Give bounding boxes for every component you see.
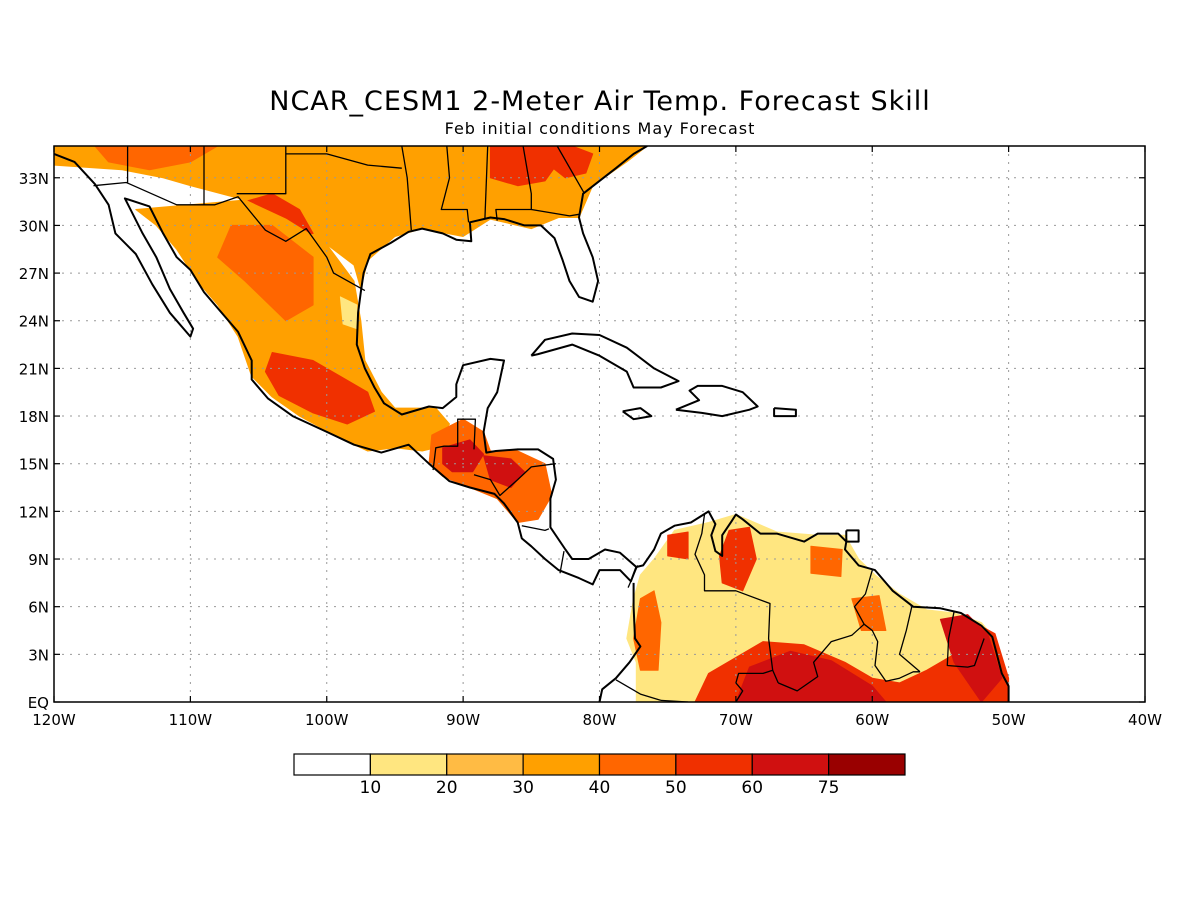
y-tick-label: 21N [19,360,49,378]
colorbar-swatch [598,753,677,776]
border-us-mexico [93,181,366,292]
x-tick-label: 100W [305,711,349,729]
skill-region-guyana-core [851,595,887,631]
colorbar-label: 30 [512,778,534,798]
coastline-south-america [636,510,1010,702]
colorbar-label: 50 [665,778,687,798]
colorbar-label: 40 [589,778,611,798]
skill-region-east-venezuela-core [810,545,843,577]
border-costa-rica-panama [559,550,565,574]
border-venezuela-guyana [853,569,873,625]
coastline-puerto-rico [773,407,797,418]
x-tick-label: 60W [855,711,889,729]
border-colombia-ecuador [615,679,662,702]
coastline-hispaniola [675,384,759,418]
skill-region-amazon-yellow [858,638,914,671]
skill-region-usa-west-core [94,146,219,171]
border-honduras-nicaragua [473,463,556,497]
y-tick-label: 30N [19,217,49,235]
skill-region-venezuela-core [719,526,757,592]
border-panama-colombia [627,565,639,588]
x-tick-label: 40W [1128,711,1162,729]
y-tick-label: 33N [19,170,49,188]
border-la-ms [440,146,470,223]
skill-region-colombia-orange [633,590,662,671]
skill-region-mexico-north-core [217,224,314,322]
colorbar-label: 20 [436,778,458,798]
colorbar-swatch [369,753,448,776]
colorbar-swatch [751,753,830,776]
border-venezuela-brazil [777,623,865,692]
x-tick-label: 120W [32,711,76,729]
skill-region-amazon-core [735,650,887,702]
colorbar-swatch [522,753,601,776]
colorbar-swatch [828,753,906,776]
y-tick-label: 9N [28,551,49,569]
coastline-jamaica [622,407,653,421]
skill-region-maracaibo-core [667,531,689,560]
border-guatemala-mexico [432,418,477,471]
chart-subtitle: Feb initial conditions May Forecast [444,119,756,138]
border-ga-fl [531,208,580,217]
y-tick-label: 3N [28,646,49,664]
border-guyana-brazil [863,623,920,682]
y-tick-label: 12N [19,503,49,521]
border-nm-tx [236,146,287,195]
border-colombia-brazil [735,669,773,702]
skill-shading-layer [54,146,1010,702]
coastline-southwest-colombia [598,582,642,702]
colorbar-swatch [293,753,371,776]
y-tick-label: 18N [19,408,49,426]
x-tick-label: 90W [446,711,480,729]
y-tick-label: 6N [28,599,49,617]
coastline-cuba [530,332,680,389]
chart-title: NCAR_CESM1 2-Meter Air Temp. Forecast Sk… [269,86,931,117]
coastline-layer [54,146,1010,702]
colorbar-swatch [675,753,753,776]
x-axis-ticks: 120W 110W 100W 90W 80W 70W 60W 50W 40W [32,146,1162,729]
colorbar-swatch [446,753,524,776]
y-tick-label: 24N [19,313,49,331]
y-axis-ticks: EQ 3N 6N 9N 12N 15N 18N 21N 24N 27N 30N 33N [19,170,1145,712]
border-ga-sc [556,146,586,195]
border-guyana-suriname [898,606,921,673]
x-tick-label: 80W [583,711,617,729]
x-tick-label: 110W [169,711,213,729]
border-colombia-venezuela [694,514,779,684]
border-nicaragua-costa-rica [521,525,550,532]
colorbar-label: 60 [741,778,763,798]
border-suriname-fg [946,611,985,668]
coastline-north-america-mainland [54,146,648,586]
gridlines [54,146,1145,702]
skill-region-southeast-core-2 [544,146,594,179]
coastline-trinidad [845,529,860,543]
y-tick-label: 15N [19,456,49,474]
border-tx-ok [285,153,402,169]
colorbar-label: 10 [360,778,382,798]
skill-region-guatemala-core [442,439,485,473]
border-tx-la [401,146,412,231]
y-tick-label: 27N [19,265,49,283]
skill-region-french-guiana-core [939,614,1003,702]
skill-region-southeast-core [489,146,573,187]
border-ms-al [484,146,489,220]
colorbar-label: 75 [818,778,840,798]
x-tick-label: 70W [719,711,753,729]
x-tick-label: 50W [992,711,1026,729]
y-tick-label: EQ [28,694,49,712]
colorbar-legend: 10 20 30 40 50 60 75 [293,753,906,798]
